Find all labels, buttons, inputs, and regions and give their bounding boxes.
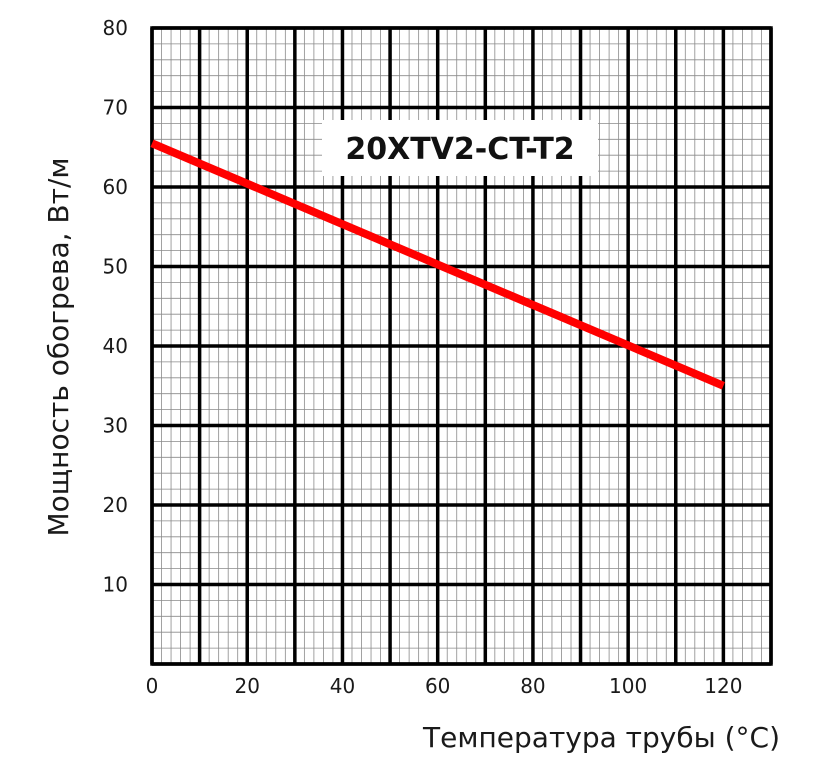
- y-tick-label: 10: [103, 573, 128, 597]
- y-tick-label: 20: [103, 493, 128, 517]
- x-tick-labels: 0 20 40 60 80 100 120: [146, 674, 743, 698]
- x-axis-label: Температура трубы (°C): [422, 721, 780, 754]
- series-line-0: [150, 139, 725, 390]
- series-layer: [150, 139, 725, 390]
- y-tick-label: 80: [103, 16, 128, 40]
- y-tick-label: 30: [103, 414, 128, 438]
- y-tick-label: 40: [103, 334, 128, 358]
- title-group: 20XTV2-CT-T2: [322, 120, 598, 176]
- title-background: [322, 120, 598, 176]
- x-tick-label: 100: [609, 674, 647, 698]
- x-tick-label: 60: [425, 674, 450, 698]
- y-tick-labels: 10 20 30 40 50 60 70 80: [103, 16, 128, 597]
- y-axis-label: Мощность обогрева, Вт/м: [42, 158, 75, 537]
- x-tick-label: 120: [704, 674, 742, 698]
- y-tick-label: 60: [103, 175, 128, 199]
- x-tick-label: 40: [330, 674, 355, 698]
- chart-title: 20XTV2-CT-T2: [345, 132, 574, 167]
- plot-frame: [150, 26, 773, 666]
- y-tick-label: 50: [103, 255, 128, 279]
- x-tick-label: 0: [146, 674, 159, 698]
- x-tick-label: 80: [520, 674, 545, 698]
- y-tick-label: 70: [103, 96, 128, 120]
- x-tick-label: 20: [235, 674, 260, 698]
- major-grid: [150, 26, 773, 666]
